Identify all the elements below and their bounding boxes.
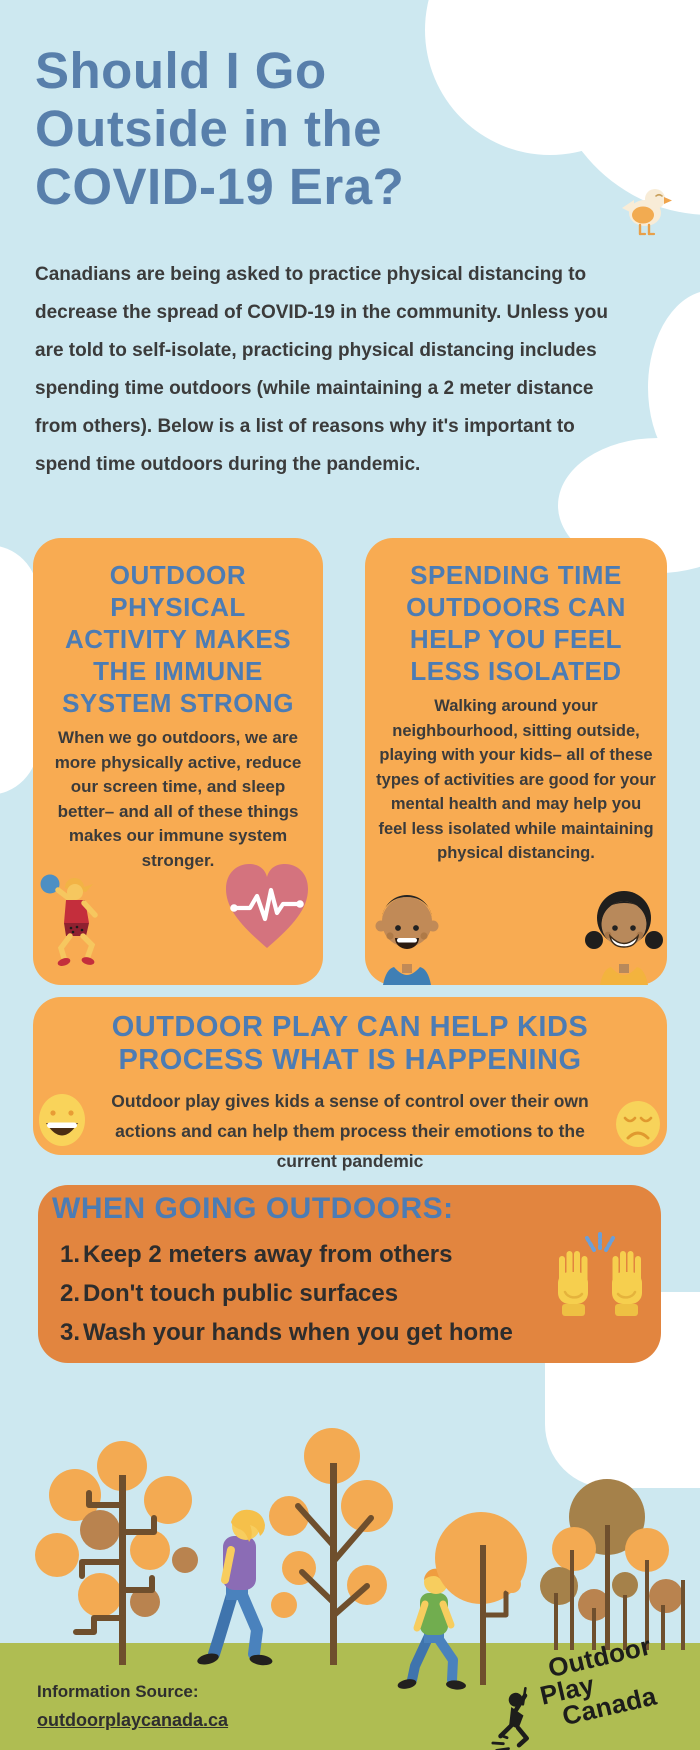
handball-player-icon — [40, 874, 98, 966]
tree-left — [35, 1441, 198, 1665]
forest-right — [540, 1479, 685, 1650]
outdoors-list-item: 3. Wash your hands when you get home — [60, 1313, 661, 1352]
outdoors-list-item: 2. Don't touch public surfaces — [60, 1274, 661, 1313]
boy-face-icon — [375, 895, 439, 985]
tree-center — [269, 1428, 393, 1665]
list-number: 2. — [60, 1280, 81, 1307]
outdoors-heading: WHEN GOING OUTDOORS: — [52, 1192, 454, 1225]
woman-walking-figure — [197, 1509, 273, 1666]
list-text: Keep 2 meters away from others — [83, 1241, 453, 1268]
park-illustration — [0, 1428, 700, 1750]
card-isolated-body: Walking around your neighbourhood, sitti… — [376, 697, 656, 862]
card-process-heading: OUTDOOR PLAY CAN HELP KIDS PROCESS WHAT … — [111, 1011, 589, 1076]
grass — [0, 1643, 700, 1750]
information-source-label: Information Source: — [37, 1682, 199, 1701]
page-title: Should I Go Outside in the COVID-19 Era? — [35, 42, 405, 215]
card-isolated-heading: SPENDING TIME OUTDOORS CAN HELP YOU FEEL… — [406, 560, 626, 686]
card-immune-heading: OUTDOOR PHYSICAL ACTIVITY MAKES THE IMMU… — [62, 560, 294, 718]
list-text: Don't touch public surfaces — [83, 1280, 399, 1307]
tree-mid-right — [435, 1512, 527, 1685]
sad-emoji-icon — [616, 1101, 660, 1147]
boy-walking-figure — [397, 1568, 466, 1690]
happy-emoji-icon — [39, 1094, 85, 1146]
list-number: 1. — [60, 1241, 81, 1268]
raised-hands-icon — [558, 1232, 642, 1316]
card-when-going-outdoors: WHEN GOING OUTDOORS: 1. Keep 2 meters awa… — [38, 1185, 661, 1363]
source-link[interactable]: outdoorplaycanada.ca — [37, 1710, 229, 1730]
list-number: 3. — [60, 1319, 81, 1346]
heartbeat-heart-icon — [226, 864, 308, 948]
intro-paragraph: Canadians are being asked to practice ph… — [35, 264, 608, 475]
girl-face-icon — [585, 891, 663, 985]
logo-text: Outdoor Play Canada — [532, 1630, 664, 1733]
card-process-emotions: OUTDOOR PLAY CAN HELP KIDS PROCESS WHAT … — [33, 997, 667, 1171]
outdoors-list: 1. Keep 2 meters away from others 2. Don't… — [60, 1235, 661, 1352]
outdoor-play-canada-logo: Outdoor Play Canada — [470, 1619, 700, 1750]
running-kid-icon — [491, 1687, 529, 1750]
bird-icon — [622, 189, 672, 236]
list-text: Wash your hands when you get home — [83, 1319, 513, 1346]
cloud-left — [0, 545, 38, 795]
card-immune-body: When we go outdoors, we are more physica… — [54, 728, 302, 870]
outdoors-list-item: 1. Keep 2 meters away from others — [60, 1235, 661, 1274]
card-process-body: Outdoor play gives kids a sense of contr… — [111, 1091, 589, 1171]
